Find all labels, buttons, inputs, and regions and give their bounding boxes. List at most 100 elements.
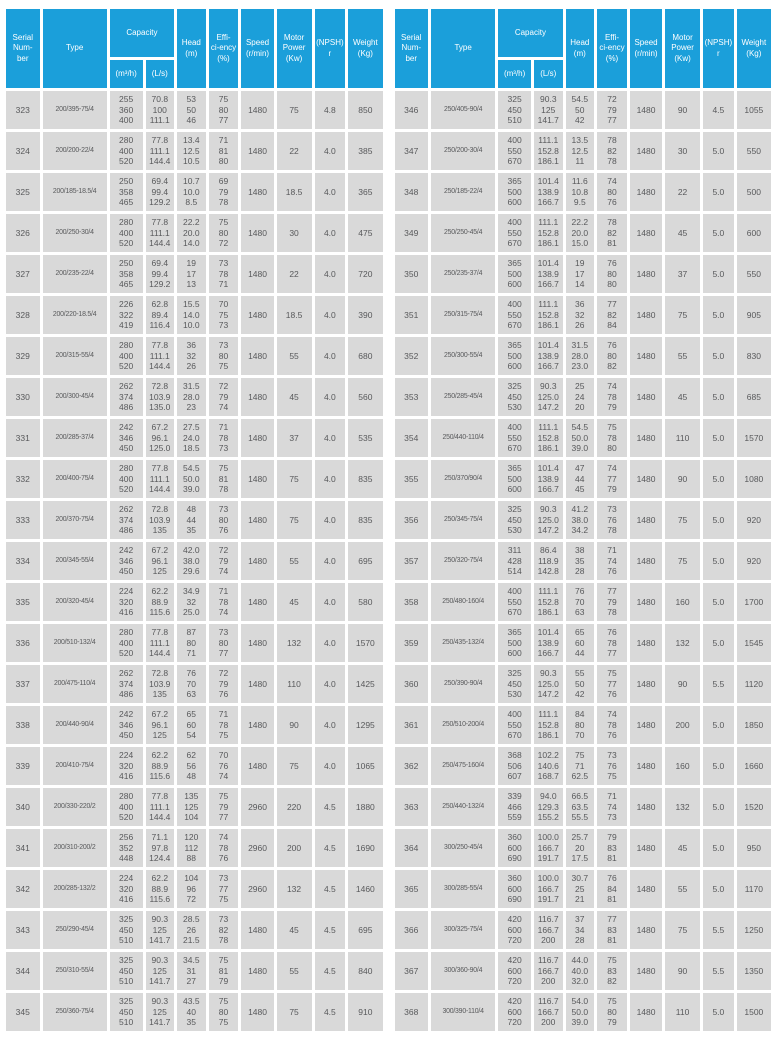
head-cell: 19 17 13 <box>177 255 206 293</box>
efficiency-cell: 73 82 78 <box>208 911 239 949</box>
capacity-ls-cell: 67.2 96.1 125 <box>145 542 175 580</box>
motor-power-cell: 75 <box>665 542 701 580</box>
npshr-cell: 5.0 <box>703 829 734 867</box>
type-cell: 200/400-75/4 <box>42 460 107 498</box>
weight-cell: 840 <box>348 952 383 990</box>
type-cell: 200/330-220/2 <box>42 788 107 826</box>
head-cell: 54.5 50.0 39.0 <box>565 419 595 457</box>
motor-power-cell: 75 <box>276 501 312 539</box>
efficiency-cell: 75 78 80 <box>597 419 627 457</box>
efficiency-cell: 73 80 76 <box>208 501 239 539</box>
npshr-cell: 5.5 <box>703 665 734 703</box>
capacity-ls-cell: 116.7 166.7 200 <box>534 993 563 1031</box>
table-row: 368 300/390-110/4 420 600 720 116.7 166.7 200 54… <box>394 993 771 1031</box>
npshr-cell: 5.0 <box>703 173 734 211</box>
header-head: Head (m) <box>177 9 206 88</box>
speed-cell: 1480 <box>629 460 663 498</box>
npshr-cell: 4.0 <box>314 706 346 744</box>
speed-cell: 1480 <box>629 747 663 785</box>
type-cell: 250/285-45/4 <box>431 378 496 416</box>
serial-cell: 325 <box>6 173 40 211</box>
weight-cell: 1700 <box>736 583 771 621</box>
npshr-cell: 5.0 <box>703 706 734 744</box>
head-cell: 120 112 88 <box>177 829 206 867</box>
table-row: 348 250/185-22/4 365 500 600 101.4 138.9 166.7 1… <box>394 173 771 211</box>
motor-power-cell: 30 <box>665 132 701 170</box>
table-row: 340 200/330-220/2 280 400 520 77.8 111.1 144.4 1… <box>6 788 383 826</box>
speed-cell: 1480 <box>241 296 274 334</box>
npshr-cell: 5.0 <box>703 993 734 1031</box>
speed-cell: 1480 <box>629 583 663 621</box>
table-body-right: 346 250/405-90/4 325 450 510 90.3 125 141.7 54.5… <box>394 91 771 1031</box>
capacity-m3h-cell: 400 550 670 <box>498 419 532 457</box>
motor-power-cell: 90 <box>276 706 312 744</box>
capacity-m3h-cell: 262 374 486 <box>109 665 143 703</box>
serial-cell: 323 <box>6 91 40 129</box>
serial-cell: 327 <box>6 255 40 293</box>
type-cell: 200/440-90/4 <box>42 706 107 744</box>
capacity-ls-cell: 90.3 125 141.7 <box>534 91 563 129</box>
capacity-m3h-cell: 242 346 450 <box>109 706 143 744</box>
efficiency-cell: 74 78 76 <box>208 829 239 867</box>
efficiency-cell: 75 80 72 <box>208 214 239 252</box>
serial-cell: 355 <box>394 460 429 498</box>
type-cell: 200/285-37/4 <box>42 419 107 457</box>
type-cell: 250/290-45/4 <box>42 911 107 949</box>
capacity-m3h-cell: 420 600 720 <box>498 911 532 949</box>
speed-cell: 1480 <box>629 255 663 293</box>
header-efficiency: Effi- ci-ency (%) <box>208 9 239 88</box>
type-cell: 250/480-160/4 <box>431 583 496 621</box>
header-type: Type <box>42 9 107 88</box>
table-row: 366 300/325-75/4 420 600 720 116.7 166.7 200 37 3… <box>394 911 771 949</box>
efficiency-cell: 72 79 76 <box>208 665 239 703</box>
header-npshr: (NPSH) r <box>314 9 346 88</box>
serial-cell: 339 <box>6 747 40 785</box>
head-cell: 54.0 50.0 39.0 <box>565 993 595 1031</box>
table-row: 359 250/435-132/4 365 500 600 101.4 138.9 166.7… <box>394 624 771 662</box>
speed-cell: 1480 <box>241 993 274 1031</box>
capacity-ls-cell: 69.4 99.4 129.2 <box>145 173 175 211</box>
efficiency-cell: 76 84 81 <box>597 870 627 908</box>
motor-power-cell: 200 <box>665 706 701 744</box>
capacity-ls-cell: 62.2 88.9 115.6 <box>145 583 175 621</box>
capacity-m3h-cell: 262 374 486 <box>109 378 143 416</box>
serial-cell: 340 <box>6 788 40 826</box>
npshr-cell: 5.0 <box>703 132 734 170</box>
head-cell: 31.5 28.0 23 <box>177 378 206 416</box>
type-cell: 250/315-75/4 <box>431 296 496 334</box>
serial-cell: 332 <box>6 460 40 498</box>
table-row: 337 200/475-110/4 262 374 486 72.8 103.9 135 76 7… <box>6 665 383 703</box>
npshr-cell: 5.5 <box>703 952 734 990</box>
header-type: Type <box>431 9 496 88</box>
motor-power-cell: 55 <box>276 952 312 990</box>
motor-power-cell: 110 <box>665 993 701 1031</box>
motor-power-cell: 90 <box>665 952 701 990</box>
table-row: 334 200/345-55/4 242 346 450 67.2 96.1 125 42.0 3… <box>6 542 383 580</box>
table-row: 339 200/410-75/4 224 320 416 62.2 88.9 115.6 62 5… <box>6 747 383 785</box>
header-capacity: Capacity <box>498 9 563 57</box>
motor-power-cell: 18.5 <box>276 173 312 211</box>
head-cell: 27.5 24.0 18.5 <box>177 419 206 457</box>
head-cell: 13.4 12.5 10.5 <box>177 132 206 170</box>
weight-cell: 1055 <box>736 91 771 129</box>
efficiency-cell: 71 81 80 <box>208 132 239 170</box>
capacity-ls-cell: 90.3 125 141.7 <box>145 911 175 949</box>
efficiency-cell: 75 80 79 <box>597 993 627 1031</box>
efficiency-cell: 76 80 80 <box>597 255 627 293</box>
serial-cell: 337 <box>6 665 40 703</box>
table-row: 345 250/360-75/4 325 450 510 90.3 125 141.7 43.5… <box>6 993 383 1031</box>
npshr-cell: 4.5 <box>314 952 346 990</box>
speed-cell: 1480 <box>629 870 663 908</box>
motor-power-cell: 45 <box>665 378 701 416</box>
speed-cell: 1480 <box>241 337 274 375</box>
npshr-cell: 5.0 <box>703 337 734 375</box>
type-cell: 200/235-22/4 <box>42 255 107 293</box>
head-cell: 87 80 71 <box>177 624 206 662</box>
efficiency-cell: 75 77 76 <box>597 665 627 703</box>
serial-cell: 350 <box>394 255 429 293</box>
capacity-ls-cell: 77.8 111.1 144.4 <box>145 337 175 375</box>
weight-cell: 1520 <box>736 788 771 826</box>
capacity-ls-cell: 72.8 103.9 135.0 <box>145 378 175 416</box>
header-efficiency: Effi- ci-ency (%) <box>597 9 627 88</box>
header-npshr: (NPSH) r <box>703 9 734 88</box>
